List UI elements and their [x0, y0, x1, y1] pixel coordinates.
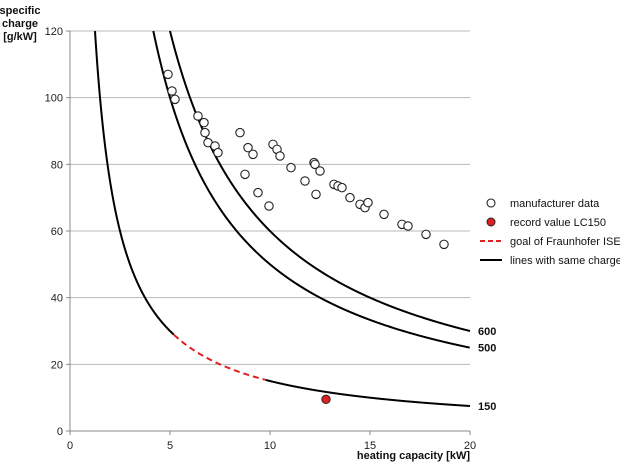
- manufacturer-data-point: [363, 197, 373, 208]
- manufacturer-data-point: [248, 149, 258, 160]
- manufacturer-data-point: [345, 192, 355, 203]
- y-tick-label: 60: [51, 226, 63, 238]
- point-layer: [163, 69, 449, 405]
- y-tick-label: 100: [45, 93, 63, 105]
- curve-layer: [94, 30, 471, 407]
- y-axis-title-line: specific: [0, 5, 40, 17]
- y-tick-label: 40: [51, 293, 63, 305]
- charge-curve-150-left: [94, 30, 175, 336]
- x-tick-label: 10: [264, 440, 276, 452]
- x-tick-label: 20: [464, 440, 476, 452]
- x-tick-label: 0: [67, 440, 73, 452]
- manufacturer-data-point: [403, 221, 413, 231]
- y-tick-label: 20: [51, 359, 63, 371]
- goal-fraunhofer-curve: [173, 334, 267, 381]
- manufacturer-data-point: [315, 166, 325, 176]
- manufacturer-data-point: [253, 187, 263, 198]
- y-tick-label: 0: [57, 426, 63, 438]
- manufacturer-data-point: [170, 94, 180, 105]
- manufacturer-data-point: [199, 117, 209, 128]
- legend-marker-filled-circle: [486, 217, 496, 227]
- x-tick-label: 5: [167, 440, 173, 452]
- curve-label-500: 500: [478, 343, 496, 355]
- manufacturer-data-point: [311, 189, 321, 200]
- manufacturer-data-point: [193, 111, 203, 121]
- charge-curve-150-right: [265, 379, 471, 407]
- legend-label: record value LC150: [510, 217, 606, 229]
- manufacturer-data-point: [243, 142, 253, 153]
- manufacturer-data-point: [264, 201, 274, 211]
- x-tick-label: 15: [364, 440, 376, 452]
- manufacturer-data-point: [300, 176, 310, 186]
- manufacturer-data-point: [163, 69, 173, 80]
- y-axis-title-line: [g/kW]: [3, 31, 37, 43]
- x-axis-title: heating capacity [kW]: [357, 450, 470, 462]
- charge-curve-500: [152, 30, 470, 349]
- manufacturer-data-point: [213, 147, 223, 158]
- legend-marker-open-circle: [486, 198, 496, 208]
- manufacturer-data-point: [275, 151, 285, 161]
- curve-label-150: 150: [478, 401, 496, 413]
- manufacturer-data-point: [439, 239, 449, 250]
- legend-label: goal of Fraunhofer ISE: [510, 236, 620, 248]
- label-layer: 600 500 150: [478, 326, 496, 413]
- manufacturer-data-point: [167, 86, 177, 96]
- curve-label-600: 600: [478, 326, 496, 338]
- manufacturer-data-point: [286, 162, 296, 173]
- y-axis-title-line: charge: [2, 18, 38, 30]
- record-value-point: [321, 394, 331, 405]
- legend-label: lines with same charge: [510, 255, 620, 267]
- manufacturer-data-point: [421, 229, 431, 240]
- manufacturer-data-point: [379, 209, 389, 220]
- y-tick-label: 80: [51, 159, 63, 171]
- manufacturer-data-point: [337, 182, 347, 193]
- legend-layer: manufacturer data record value LC150 goal …: [480, 198, 620, 267]
- manufacturer-data-point: [240, 169, 250, 180]
- legend-label: manufacturer data: [510, 198, 600, 210]
- manufacturer-data-point: [235, 127, 245, 138]
- manufacturer-data-point: [310, 159, 320, 170]
- manufacturer-data-point: [200, 127, 210, 138]
- y-tick-label: 120: [45, 26, 63, 38]
- charge-curve-600: [169, 30, 471, 332]
